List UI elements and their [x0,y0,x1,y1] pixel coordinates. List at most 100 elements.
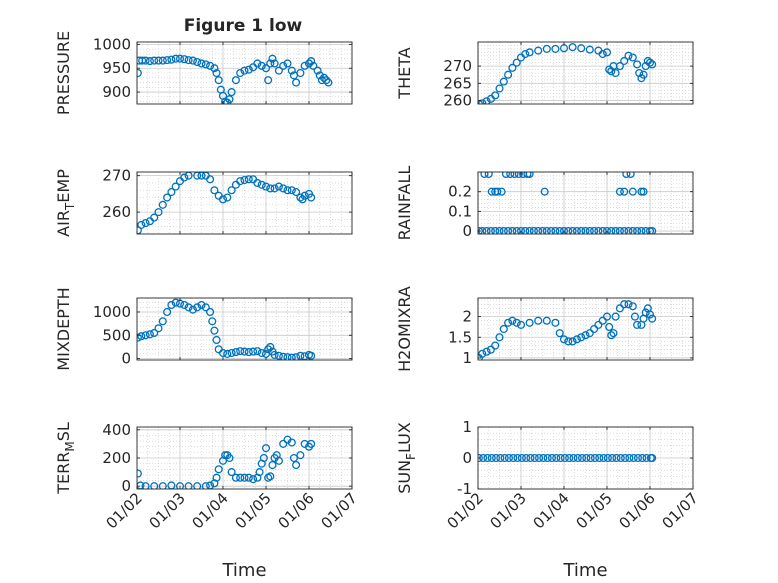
data-point [223,349,232,358]
data-point [486,345,495,354]
data-point [210,186,219,195]
data-point [564,337,573,346]
data-point [266,184,275,193]
data-point [283,186,292,195]
data-point [638,453,647,463]
data-point [227,468,236,477]
data-point [594,320,603,329]
data-point [525,48,534,57]
data-point [150,482,159,489]
x-axis-label: Time [562,560,607,581]
y-axis-label: MIXDEPTH [54,287,73,370]
data-point [633,227,642,234]
data-point [508,316,517,325]
y-axis-label: PRESSURE [54,31,73,115]
y-axis-label: THETA [395,47,414,99]
data-point [158,482,167,489]
subplot-h2omixra: 2 1.5 1 H2OMIXRA [395,286,694,372]
data-point [240,66,249,75]
data-point [572,335,581,344]
grid-lines [478,42,693,104]
data-point [154,324,163,333]
data-point [171,298,180,307]
data-point [552,453,561,463]
data-point [564,227,573,234]
data-point [622,172,631,179]
data-point [240,347,249,356]
data-point [259,453,268,463]
data-point [512,227,521,234]
data-point [307,351,316,360]
data-point [642,453,651,463]
data-series [478,172,657,234]
data-point [590,453,600,463]
data-point [279,184,288,193]
data-point [569,453,578,463]
data-point [602,227,612,234]
data-point [319,73,329,82]
data-point [635,68,644,78]
data-point [236,177,245,186]
data-point [496,453,505,463]
data-point [559,335,569,344]
data-point [578,453,587,463]
data-point [261,64,271,73]
data-point [244,348,253,357]
data-point [620,227,629,234]
data-point [598,50,607,59]
data-point [648,314,657,323]
data-point [615,187,624,196]
data-point [534,316,543,325]
data-point [639,187,648,196]
data-point [633,453,643,463]
data-point [499,324,508,334]
data-point [495,333,504,342]
data-point [555,329,564,338]
data-point [542,316,551,325]
data-point [598,316,607,325]
data-point [534,46,543,55]
data-point [253,59,262,68]
data-point [620,56,629,65]
data-point [551,44,560,53]
data-point [307,57,316,66]
data-point [180,55,189,64]
subplot-air-temp: 270 260 AIRTEMP [54,167,353,237]
data-point [504,453,514,463]
data-point [201,482,210,489]
data-point [296,451,305,460]
grid-lines [478,298,693,360]
data-point [525,227,534,234]
data-point [236,347,245,356]
data-point [559,227,569,234]
data-point [292,188,301,197]
data-point [551,318,560,327]
data-point [615,304,624,313]
axes-box [136,297,353,361]
data-point [227,186,236,195]
data-point [292,78,301,87]
data-point [324,78,333,87]
y-tick-label: 0 [462,222,472,240]
data-series [137,54,333,104]
data-point [240,175,249,185]
y-axis-label: H2OMIXRA [395,286,414,372]
data-point [508,227,517,234]
data-point [495,84,504,93]
data-point [150,213,159,222]
axes-box [136,171,353,235]
y-axis-label: TERRMSL [54,422,77,495]
data-point [279,352,288,360]
data-point [521,50,530,59]
data-point [521,227,530,234]
data-point [611,227,620,234]
data-point [214,465,223,474]
data-point [491,227,500,234]
data-point [225,95,234,104]
data-point [572,227,581,234]
data-point [274,182,283,191]
data-point [257,61,266,70]
data-point [487,453,496,463]
y-tick-label: -1 [457,480,472,498]
y-tick-label: 260 [102,203,131,221]
